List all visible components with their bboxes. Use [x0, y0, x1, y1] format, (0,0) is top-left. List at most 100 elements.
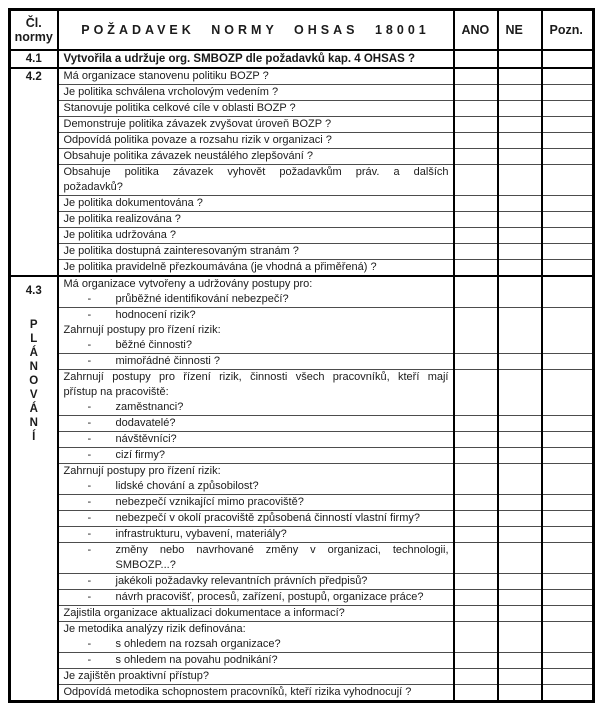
requirement-text: lidské chování a způsobilost? — [115, 480, 259, 492]
requirement-text: návrh pracovišť, procesů, zařízení, post… — [115, 591, 424, 603]
requirement-text: změny nebo navrhované změny v organizaci… — [115, 544, 449, 556]
requirement-line: Zahrnují postupy pro řízení rizik: — [59, 323, 453, 338]
pozn-cell — [540, 621, 594, 653]
vertical-label-letter: N — [29, 361, 38, 373]
ne-cell — [496, 100, 542, 117]
requirement-cell: Odpovídá politika povaze a rozsahu rizik… — [56, 132, 454, 149]
pozn-cell — [540, 542, 594, 574]
bullet-dash: - — [87, 544, 92, 556]
pozn-cell — [540, 526, 594, 543]
requirement-line: Odpovídá metodika schopnostem pracovníků… — [59, 685, 453, 700]
bullet-dash: - — [87, 654, 92, 666]
pozn-cell — [540, 415, 594, 432]
requirement-line: Obsahuje politika závazek vyhovět požada… — [59, 165, 453, 180]
ano-cell — [452, 259, 498, 276]
vertical-label-letter: P — [29, 319, 38, 331]
table-row: - cizí firmy? — [10, 447, 594, 464]
requirement-cell: Vytvořila a udržuje org. SMBOZP dle poža… — [56, 49, 454, 68]
ne-cell — [496, 369, 542, 416]
table-row: Je politika realizována ? — [10, 211, 594, 228]
table-row: - změny nebo navrhované změny v organizac… — [10, 542, 594, 574]
requirement-text: infrastrukturu, vybavení, materiály? — [115, 528, 287, 540]
table-row: Zahrnují postupy pro řízení rizik: - lidsk… — [10, 463, 594, 495]
requirement-text: návštěvníci? — [115, 433, 177, 445]
table-row: - nebezpečí vznikající mimo pracoviště? — [10, 494, 594, 511]
requirement-line: - běžné činnosti? — [59, 338, 453, 353]
requirement-line: Demonstruje politika závazek zvyšovat úr… — [59, 117, 453, 132]
bullet-dash: - — [87, 512, 92, 524]
ano-cell — [452, 431, 498, 448]
ano-cell — [452, 369, 498, 416]
requirement-cell: Zahrnují postupy pro řízení rizik, činno… — [56, 369, 454, 416]
pozn-cell — [540, 494, 594, 511]
requirement-line: SMBOZP...? — [59, 558, 453, 573]
table-row: Je zajištěn proaktivní přístup? — [10, 668, 594, 685]
requirement-line: - jakékoli požadavky relevantních právníc… — [59, 574, 453, 589]
ne-cell — [496, 447, 542, 464]
requirement-cell: - nebezpečí v okolí pracoviště způsobená … — [56, 510, 454, 527]
ano-cell — [452, 353, 498, 370]
vertical-label-letter: Á — [29, 403, 38, 415]
ne-cell — [496, 510, 542, 527]
requirement-line: - změny nebo navrhované změny v organizac… — [59, 543, 453, 558]
norm-number-cell: 4.3 P L Á N O V Á N Í — [8, 275, 58, 702]
ne-cell — [496, 494, 542, 511]
bullet-dash: - — [87, 496, 92, 508]
table-row: 4.1 Vytvořila a udržuje org. SMBOZP dle p… — [8, 49, 594, 68]
ano-cell — [452, 116, 498, 133]
requirement-line: - s ohledem na povahu podnikání? — [59, 653, 453, 668]
requirement-text: Je politika dokumentována ? — [63, 197, 203, 209]
requirement-text: Je politika pravidelně přezkoumávána (je… — [63, 261, 377, 273]
requirement-cell: - nebezpečí vznikající mimo pracoviště? — [56, 494, 454, 511]
pozn-cell — [540, 605, 594, 622]
pozn-cell — [540, 211, 594, 228]
requirement-cell: - dodavatelé? — [56, 415, 454, 432]
bullet-dash: - — [87, 638, 92, 650]
vertical-label-letter: Í — [32, 431, 36, 443]
norm-number-cell: 4.2 — [8, 67, 58, 276]
requirement-cell: Je politika dokumentována ? — [56, 195, 454, 212]
requirement-line: Je politika udržována ? — [59, 228, 453, 243]
ano-cell — [452, 148, 498, 165]
ne-cell — [496, 307, 542, 354]
requirement-cell: Má organizace vytvořeny a udržovány post… — [56, 275, 454, 308]
table-row: - návštěvníci? — [10, 431, 594, 448]
pozn-cell — [540, 431, 594, 448]
requirement-line: - mimořádné činnosti ? — [59, 354, 453, 369]
pozn-cell — [540, 463, 594, 495]
ano-cell — [452, 132, 498, 149]
requirement-line: Vytvořila a udržuje org. SMBOZP dle poža… — [59, 51, 453, 67]
requirement-cell: Stanovuje politika celkové cíle v oblast… — [56, 100, 454, 117]
requirement-line: Je zajištěn proaktivní přístup? — [59, 669, 453, 684]
vertical-label-letter: L — [30, 333, 38, 345]
ano-cell — [452, 211, 498, 228]
table-row: - mimořádné činnosti ? — [10, 353, 594, 370]
ne-cell — [496, 227, 542, 244]
bullet-dash: - — [87, 417, 92, 429]
norm-number: 4.2 — [25, 71, 42, 83]
requirement-line: - průběžné identifikování nebezpečí? — [59, 292, 453, 307]
requirement-text: průběžné identifikování nebezpečí? — [115, 293, 289, 305]
bullet-dash: - — [87, 591, 92, 603]
requirement-cell: Zahrnují postupy pro řízení rizik: - lidsk… — [56, 463, 454, 495]
ano-cell — [452, 684, 498, 702]
ne-cell — [496, 49, 542, 68]
requirement-text: Zahrnují postupy pro řízení rizik: — [63, 465, 221, 477]
ne-cell — [496, 116, 542, 133]
requirement-text: nebezpečí v okolí pracoviště způsobená č… — [115, 512, 421, 524]
ano-cell — [452, 526, 498, 543]
requirement-cell: Má organizace stanovenu politiku BOZP ? — [56, 67, 454, 85]
norm-number: 4.1 — [25, 53, 42, 65]
pozn-cell — [540, 195, 594, 212]
table-row: Odpovídá metodika schopnostem pracovníků… — [10, 684, 594, 702]
requirement-text: přístup na pracoviště: — [63, 386, 169, 398]
table-row: - dodavatelé? — [10, 415, 594, 432]
pozn-cell — [540, 510, 594, 527]
requirement-line: - hodnocení rizik? — [59, 308, 453, 323]
ne-cell — [496, 621, 542, 653]
requirement-line: - s ohledem na rozsah organizace? — [59, 637, 453, 652]
table-row: Je metodika analýzy rizik definována: - s … — [10, 621, 594, 653]
requirement-text: Obsahuje politika závazek vyhovět požada… — [63, 166, 449, 178]
requirement-text: Má organizace stanovenu politiku BOZP ? — [63, 70, 269, 82]
pozn-cell — [540, 116, 594, 133]
